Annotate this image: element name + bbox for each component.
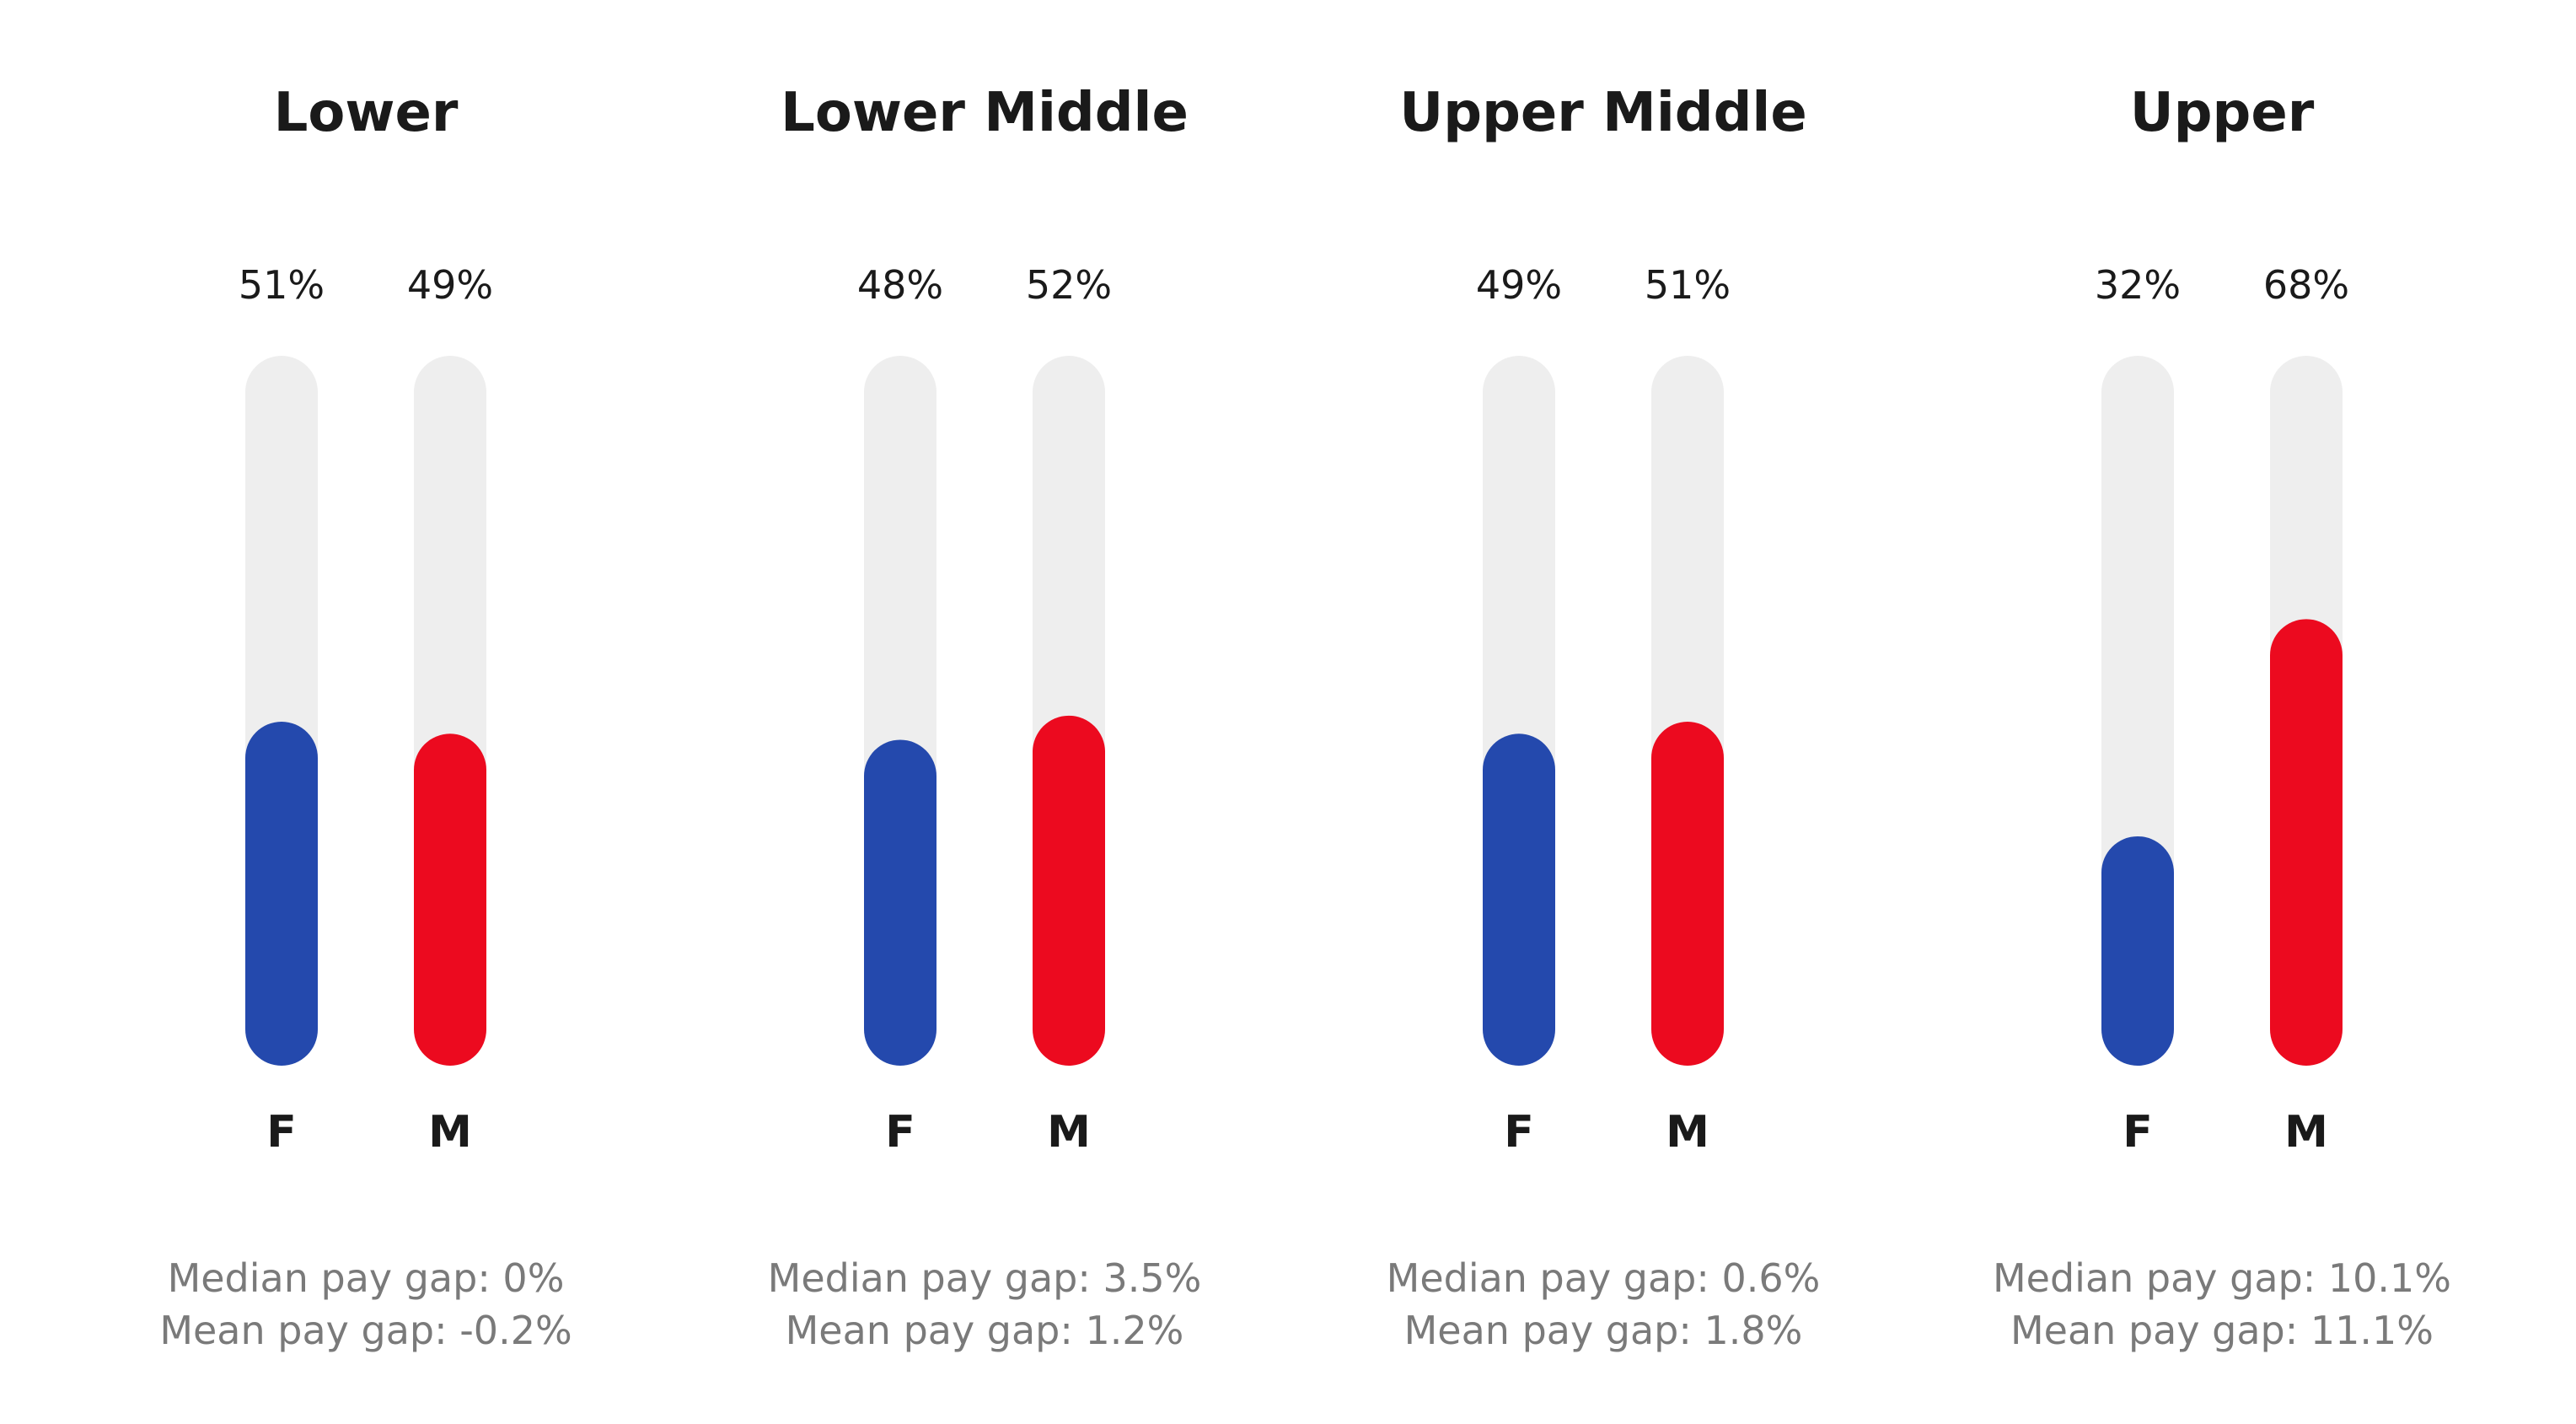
sex-label: M <box>1047 1107 1091 1158</box>
percentage-label: 52% <box>1026 262 1112 308</box>
sex-label: F <box>266 1107 297 1158</box>
female-bar <box>245 721 318 1066</box>
percentage-label: 51% <box>1645 262 1731 308</box>
quartile-title: Upper Middle <box>1399 82 1806 144</box>
mean-pay-gap: Mean pay gap: -0.2% <box>159 1308 572 1353</box>
mean-pay-gap: Mean pay gap: 11.1% <box>2010 1308 2434 1353</box>
male-bar <box>414 733 486 1066</box>
female-bar <box>864 739 936 1066</box>
male-bar <box>2270 619 2343 1066</box>
median-pay-gap: Median pay gap: 0.6% <box>1387 1255 1821 1301</box>
mean-pay-gap: Mean pay gap: 1.8% <box>1404 1308 1803 1353</box>
quartile-title: Upper <box>2130 82 2315 144</box>
sex-label: M <box>2284 1107 2328 1158</box>
female-bar <box>2101 836 2174 1066</box>
male-bar <box>1651 721 1724 1066</box>
male-bar <box>1033 715 1105 1066</box>
quartile-title: Lower <box>274 82 459 144</box>
percentage-label: 32% <box>2095 262 2181 308</box>
sex-label: M <box>1666 1107 1709 1158</box>
percentage-label: 48% <box>857 262 943 308</box>
female-bar <box>1483 733 1555 1066</box>
percentage-label: 51% <box>239 262 325 308</box>
sex-label: F <box>1504 1107 1534 1158</box>
percentage-label: 49% <box>1476 262 1562 308</box>
sex-label: F <box>2123 1107 2153 1158</box>
mean-pay-gap: Mean pay gap: 1.2% <box>786 1308 1184 1353</box>
median-pay-gap: Median pay gap: 10.1% <box>1993 1255 2451 1301</box>
percentage-label: 49% <box>407 262 493 308</box>
quartile-title: Lower Middle <box>781 82 1189 144</box>
sex-label: M <box>428 1107 472 1158</box>
median-pay-gap: Median pay gap: 0% <box>168 1255 565 1301</box>
sex-label: F <box>885 1107 915 1158</box>
percentage-label: 68% <box>2263 262 2349 308</box>
median-pay-gap: Median pay gap: 3.5% <box>768 1255 1202 1301</box>
